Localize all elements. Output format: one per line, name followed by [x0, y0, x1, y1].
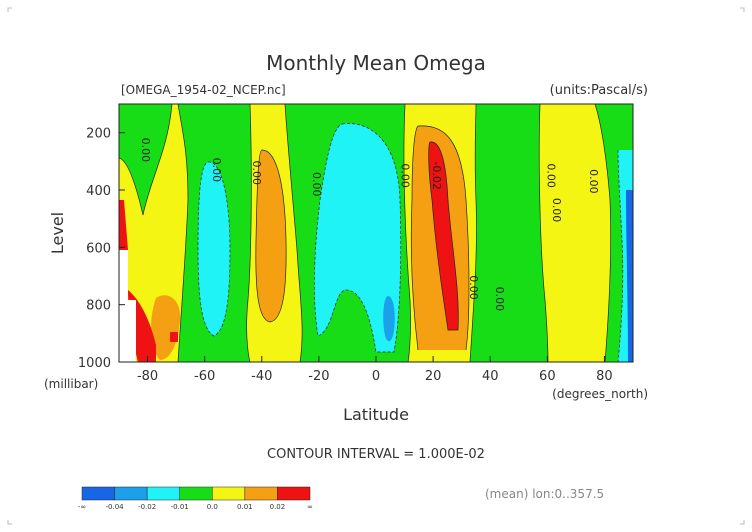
colorbar-swatch: [114, 486, 148, 501]
band-blue-eq: [383, 296, 395, 342]
contour-lines: [119, 104, 612, 362]
band-red-nh: [428, 141, 459, 330]
contour-labels: 0.00 0.00 0.00 0.00 0.00 -0.02 0.00 0.00 0.00 0.0…: [139, 138, 600, 312]
band-green-sh-edge: [119, 104, 172, 215]
contour-label: 0.00: [544, 163, 557, 188]
band-orange-sh-low: [151, 295, 181, 360]
contour-label: 0.00: [493, 287, 506, 312]
y-tick-label: 600: [86, 241, 111, 256]
units-label: (units:Pascal/s): [550, 83, 648, 98]
colorbar-swatch: [146, 486, 180, 501]
colorbar-swatch: [244, 486, 278, 501]
missing-data-region: [119, 250, 136, 362]
x-tick-label: -80: [137, 369, 158, 384]
colorbar-swatch: [179, 486, 213, 501]
x-tick-label: 80: [596, 369, 613, 384]
colorbar-label: -∞: [78, 503, 86, 511]
colorbar-label: -0.02: [138, 503, 156, 511]
colorbar-label: 0.0: [207, 503, 218, 511]
colorbar-swatch: [277, 486, 311, 501]
contour-label: 0.00: [250, 161, 263, 186]
band-orange-sh: [255, 150, 287, 322]
colorbar-label: 0.01: [237, 503, 253, 511]
chart-title: Monthly Mean Omega: [266, 51, 486, 75]
file-label: [OMEGA_1954-02_NCEP.nc]: [121, 83, 286, 97]
contour-label: 0.00: [310, 172, 323, 197]
x-units-label: (degrees_north): [552, 387, 648, 401]
y-tick-label: 400: [86, 184, 111, 199]
band-blue-nh-high: [626, 190, 633, 362]
colorbar-label: -0.01: [171, 503, 189, 511]
contour-label: 0.00: [399, 163, 412, 188]
dashed-contour-lines: [197, 123, 624, 362]
colorbar-label: ∞: [307, 503, 313, 511]
corner-marks: [7, 7, 745, 525]
x-tick-label: -60: [194, 369, 215, 384]
colorbar-swatch: [81, 486, 115, 501]
colorbar-swatch: [212, 486, 246, 501]
y-units-label: (millibar): [44, 377, 98, 391]
x-axis-label: Latitude: [343, 405, 409, 424]
y-tick-label: 800: [86, 299, 111, 314]
band-green-nh-mid: [470, 104, 548, 362]
x-tick-label: 0: [372, 369, 380, 384]
x-tick-label: -40: [251, 369, 272, 384]
plot-area: [119, 104, 633, 362]
x-axis: -80 -60 -40 -20 0 20 40 60 80: [137, 356, 613, 384]
x-tick-label: 40: [482, 369, 499, 384]
y-tick-label: 1000: [78, 356, 111, 371]
y-axis: 200 400 600 800 1000: [78, 127, 125, 371]
band-cyan-eq: [314, 123, 401, 352]
footer-note: (mean) lon:0..357.5: [485, 487, 604, 501]
x-tick-label: -20: [308, 369, 329, 384]
band-red-sh-dot: [170, 332, 178, 342]
contour-interval-text: CONTOUR INTERVAL = 1.000E-02: [267, 447, 485, 462]
colorbar: -∞ -0.04 -0.02 -0.01 0.0 0.01 0.02 ∞: [78, 486, 313, 511]
contour-label: 0.00: [210, 158, 223, 183]
contour-label: 0.00: [550, 198, 563, 223]
x-tick-label: 20: [425, 369, 442, 384]
x-tick-label: 60: [539, 369, 556, 384]
colorbar-label: -0.04: [106, 503, 125, 511]
band-red-sh-edge: [119, 200, 128, 250]
contour-label: -0.02: [430, 161, 443, 189]
contour-label: 0.00: [467, 275, 480, 300]
colorbar-label: 0.02: [270, 503, 286, 511]
contour-label: 0.00: [139, 138, 152, 163]
contour-label: 0.00: [587, 169, 600, 194]
y-tick-label: 200: [86, 127, 111, 142]
y-axis-label: Level: [48, 212, 67, 254]
band-cyan-sh: [198, 161, 230, 336]
